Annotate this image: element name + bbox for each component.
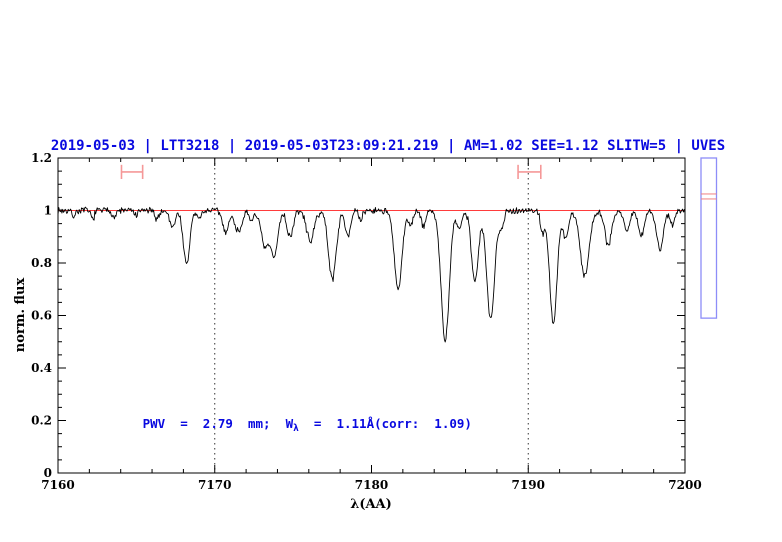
x-axis-label: λ(AA) bbox=[350, 497, 392, 512]
spectrum-trace bbox=[57, 206, 686, 343]
y-tick-label: 0.6 bbox=[31, 309, 52, 323]
side-gauge bbox=[700, 157, 718, 319]
x-tick-label: 7180 bbox=[355, 478, 388, 492]
pwv-annotation-prefix: PWV = 2.79 mm; W bbox=[143, 416, 294, 431]
y-tick-label: 1 bbox=[44, 204, 52, 218]
y-axis-label: norm. flux bbox=[13, 278, 28, 353]
x-tick-label: 7170 bbox=[198, 478, 231, 492]
y-tick-label: 0 bbox=[44, 466, 52, 480]
y-tick-label: 0.8 bbox=[31, 256, 52, 270]
x-tick-label: 7160 bbox=[41, 478, 74, 492]
pwv-annotation-subscript: λ bbox=[293, 423, 299, 434]
plot-title: 2019-05-03 | LTT3218 | 2019-05-03T23:09:… bbox=[51, 138, 725, 154]
y-tick-label: 1.2 bbox=[31, 151, 52, 165]
pwv-annotation: PWV = 2.79 mm; Wλ = 1.11Å(corr: 1.09) bbox=[143, 416, 472, 434]
pwv-annotation-suffix: = 1.11Å(corr: 1.09) bbox=[299, 416, 472, 431]
x-tick-label: 7190 bbox=[512, 478, 545, 492]
x-tick-label: 7200 bbox=[668, 478, 701, 492]
y-tick-label: 0.4 bbox=[31, 361, 52, 375]
plot-generated-layer: 7160 7170 7180 7190 7200 0 0.2 0.4 0.6 0.8 1 1.2 bbox=[31, 151, 718, 492]
y-tick-label: 0.2 bbox=[31, 414, 52, 428]
